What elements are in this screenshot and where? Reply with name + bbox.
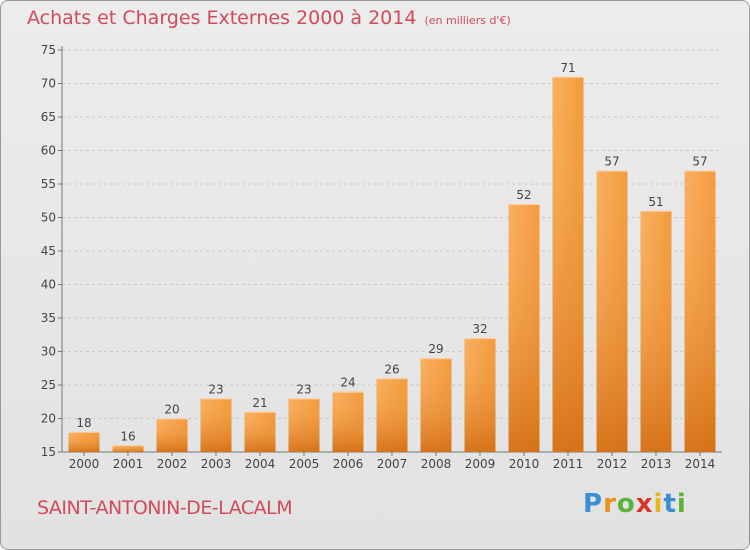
x-tick-label: 2010 [509,457,540,471]
chart-title: Achats et Charges Externes 2000 à 2014 (e… [27,7,511,29]
bar-2004 [244,411,276,452]
x-tick-label: 2009 [465,457,496,471]
y-tick-label: 35 [41,311,56,325]
x-tick-label: 2011 [553,457,584,471]
value-label: 23 [208,382,223,396]
bar-2003 [200,398,232,452]
commune-name: SAINT-ANTONIN-DE-LACALM [37,497,293,519]
x-tick-label: 2000 [69,457,100,471]
value-label: 52 [516,188,531,202]
value-label: 16 [120,429,135,443]
x-tick-label: 2008 [421,457,452,471]
value-label: 71 [560,61,575,75]
bar-2014 [684,170,716,452]
y-tick-label: 25 [41,378,56,392]
y-tick-label: 75 [41,43,56,57]
logo-letter: i [676,489,687,519]
value-label: 23 [296,382,311,396]
y-tick-label: 65 [41,110,56,124]
logo-letter: P [583,489,604,519]
y-tick-label: 40 [41,278,56,292]
bar-2009 [464,338,496,452]
bar-2002 [156,418,188,452]
bar-2007 [376,378,408,452]
value-label: 18 [76,416,91,430]
value-label: 21 [252,396,267,410]
bar-2001 [112,445,144,452]
y-tick-label: 30 [41,345,56,359]
bar-2013 [640,210,672,452]
x-tick-label: 2002 [157,457,188,471]
y-tick-label: 20 [41,412,56,426]
logo-letter: r [603,489,617,519]
value-label: 20 [164,403,179,417]
x-tick-label: 2004 [245,457,276,471]
bar-2000 [68,431,100,452]
x-tick-label: 2001 [113,457,144,471]
logo-letter: i [653,489,664,519]
bar-2012 [596,170,628,452]
x-tick-label: 2005 [289,457,320,471]
logo-letter: x [635,489,654,519]
proxiti-logo: Proxiti [583,489,687,519]
bar-2006 [332,391,364,452]
y-tick-label: 55 [41,177,56,191]
bar-2010 [508,204,540,452]
value-label: 51 [648,195,663,209]
y-tick-label: 45 [41,244,56,258]
bar-2005 [288,398,320,452]
x-tick-label: 2014 [685,457,716,471]
x-tick-label: 2012 [597,457,628,471]
logo-letter: t [663,489,677,519]
value-label: 32 [472,322,487,336]
value-label: 57 [604,155,619,169]
y-tick-label: 50 [41,211,56,225]
value-label: 24 [340,376,355,390]
bar-2008 [420,358,452,452]
logo-letter: o [616,489,636,519]
x-tick-label: 2006 [333,457,364,471]
y-tick-label: 60 [41,144,56,158]
x-tick-label: 2003 [201,457,232,471]
y-tick-label: 15 [41,445,56,459]
value-label: 29 [428,342,443,356]
y-tick-label: 70 [41,77,56,91]
value-label: 57 [692,155,707,169]
x-tick-label: 2007 [377,457,408,471]
bar-2011 [552,76,584,453]
x-tick-label: 2013 [641,457,672,471]
unit-label: (en milliers d'€) [424,14,511,27]
value-label: 26 [384,362,399,376]
